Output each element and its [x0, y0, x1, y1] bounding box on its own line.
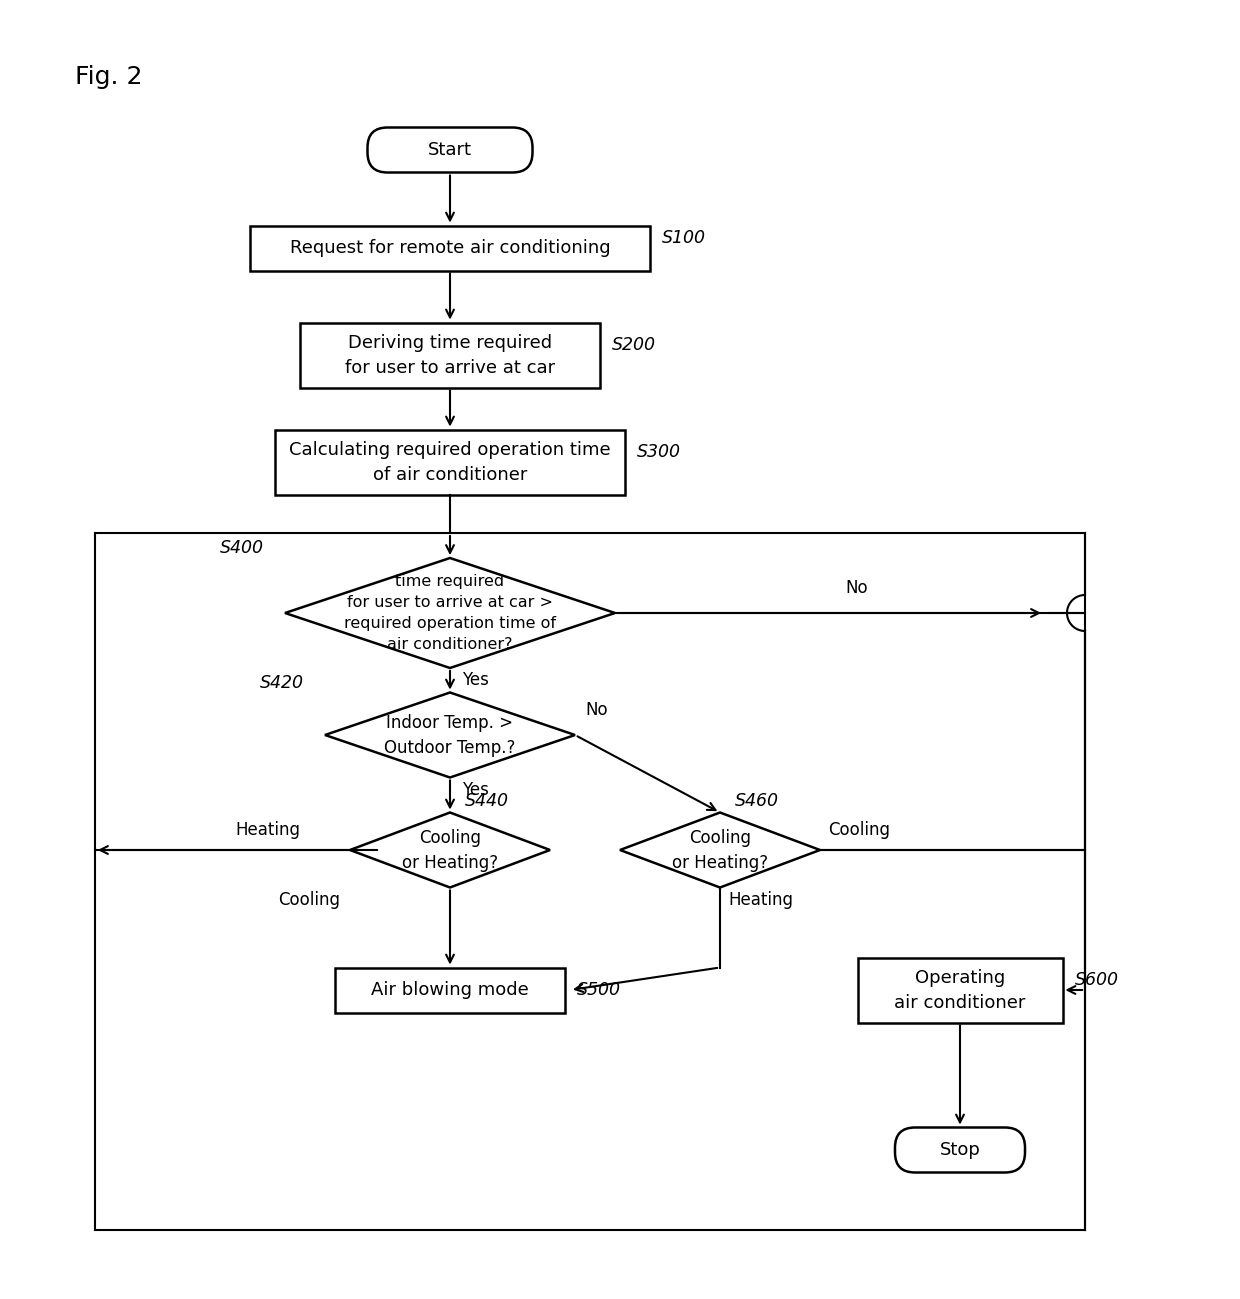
Text: S420: S420 — [260, 673, 304, 691]
Text: S600: S600 — [1075, 970, 1118, 989]
Text: Heating: Heating — [236, 821, 300, 839]
Text: Cooling: Cooling — [278, 891, 340, 908]
Text: No: No — [585, 701, 608, 720]
Text: S400: S400 — [219, 539, 264, 557]
FancyBboxPatch shape — [895, 1128, 1025, 1173]
FancyBboxPatch shape — [367, 127, 532, 173]
Text: S440: S440 — [465, 791, 508, 809]
Text: Air blowing mode: Air blowing mode — [371, 981, 529, 999]
Text: S200: S200 — [613, 336, 656, 355]
Text: Heating: Heating — [728, 891, 794, 908]
Text: S300: S300 — [637, 443, 681, 461]
Text: S500: S500 — [577, 981, 621, 999]
Text: Fig. 2: Fig. 2 — [74, 65, 143, 90]
Polygon shape — [620, 812, 820, 887]
Polygon shape — [285, 559, 615, 668]
Text: Cooling: Cooling — [828, 821, 890, 839]
Text: S460: S460 — [735, 791, 779, 809]
Polygon shape — [325, 692, 575, 778]
Polygon shape — [350, 812, 551, 887]
Text: Yes: Yes — [463, 672, 489, 688]
Text: Stop: Stop — [940, 1141, 981, 1159]
Text: S100: S100 — [662, 229, 706, 247]
Bar — [335, 968, 565, 1012]
Text: Request for remote air conditioning: Request for remote air conditioning — [290, 239, 610, 257]
Text: Cooling
or Heating?: Cooling or Heating? — [402, 829, 498, 872]
Text: Cooling
or Heating?: Cooling or Heating? — [672, 829, 768, 872]
Bar — [275, 430, 625, 495]
Text: Start: Start — [428, 142, 472, 158]
Text: Calculating required operation time
of air conditioner: Calculating required operation time of a… — [289, 440, 611, 483]
Text: No: No — [844, 579, 868, 598]
Text: Deriving time required
for user to arrive at car: Deriving time required for user to arriv… — [345, 334, 556, 377]
Bar — [250, 226, 650, 270]
Bar — [858, 957, 1063, 1022]
Bar — [300, 322, 600, 387]
Text: Indoor Temp. >
Outdoor Temp.?: Indoor Temp. > Outdoor Temp.? — [384, 713, 516, 756]
Text: Operating
air conditioner: Operating air conditioner — [894, 969, 1025, 1012]
Text: Yes: Yes — [463, 781, 489, 799]
Text: time required
for user to arrive at car >
required operation time of
air conditi: time required for user to arrive at car … — [343, 574, 556, 652]
